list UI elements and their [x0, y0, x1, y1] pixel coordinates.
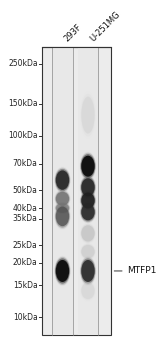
- Ellipse shape: [54, 189, 71, 208]
- Ellipse shape: [81, 97, 95, 134]
- Ellipse shape: [81, 177, 95, 198]
- Ellipse shape: [55, 202, 70, 214]
- Ellipse shape: [80, 152, 96, 181]
- Text: U-251MG: U-251MG: [88, 9, 122, 43]
- Text: 293F: 293F: [62, 22, 83, 43]
- Ellipse shape: [55, 168, 70, 193]
- Text: MTFP1: MTFP1: [114, 266, 157, 275]
- Ellipse shape: [80, 175, 96, 200]
- Ellipse shape: [80, 190, 96, 211]
- Ellipse shape: [80, 222, 96, 245]
- FancyBboxPatch shape: [42, 47, 111, 335]
- Ellipse shape: [56, 206, 69, 226]
- Text: 100kDa: 100kDa: [8, 131, 38, 140]
- Ellipse shape: [56, 260, 69, 282]
- Ellipse shape: [80, 176, 96, 199]
- Ellipse shape: [80, 90, 96, 141]
- Ellipse shape: [55, 190, 70, 208]
- Text: 25kDa: 25kDa: [13, 240, 38, 250]
- Text: 150kDa: 150kDa: [8, 99, 38, 108]
- Text: 70kDa: 70kDa: [13, 159, 38, 168]
- Ellipse shape: [80, 189, 96, 212]
- Text: 250kDa: 250kDa: [8, 59, 38, 68]
- Text: 35kDa: 35kDa: [13, 214, 38, 223]
- Ellipse shape: [81, 204, 95, 220]
- Text: 50kDa: 50kDa: [13, 186, 38, 195]
- Ellipse shape: [81, 258, 95, 284]
- Ellipse shape: [80, 202, 96, 223]
- FancyBboxPatch shape: [52, 47, 73, 335]
- Ellipse shape: [81, 225, 95, 242]
- Ellipse shape: [55, 258, 70, 284]
- Ellipse shape: [56, 203, 69, 213]
- Ellipse shape: [81, 94, 95, 136]
- Ellipse shape: [54, 203, 71, 230]
- FancyBboxPatch shape: [78, 47, 98, 335]
- Ellipse shape: [80, 243, 96, 260]
- Ellipse shape: [55, 204, 70, 229]
- Ellipse shape: [55, 257, 70, 285]
- Ellipse shape: [81, 260, 95, 282]
- Ellipse shape: [81, 224, 95, 243]
- Text: 10kDa: 10kDa: [13, 313, 38, 322]
- Ellipse shape: [54, 201, 71, 215]
- Ellipse shape: [80, 153, 96, 180]
- Ellipse shape: [55, 169, 70, 191]
- Ellipse shape: [80, 279, 96, 302]
- Ellipse shape: [56, 170, 69, 190]
- Text: 40kDa: 40kDa: [13, 203, 38, 212]
- Ellipse shape: [80, 201, 96, 224]
- Ellipse shape: [81, 282, 95, 299]
- Ellipse shape: [56, 192, 69, 206]
- Ellipse shape: [81, 281, 95, 301]
- Ellipse shape: [54, 167, 71, 194]
- Ellipse shape: [81, 178, 95, 196]
- Ellipse shape: [80, 242, 96, 261]
- Ellipse shape: [81, 191, 95, 210]
- Ellipse shape: [81, 154, 95, 178]
- Ellipse shape: [55, 191, 70, 207]
- Ellipse shape: [81, 156, 95, 177]
- Ellipse shape: [54, 256, 71, 286]
- Text: 20kDa: 20kDa: [13, 258, 38, 267]
- Ellipse shape: [81, 193, 95, 209]
- Text: 15kDa: 15kDa: [13, 281, 38, 290]
- Ellipse shape: [81, 244, 95, 260]
- Ellipse shape: [81, 245, 95, 259]
- Ellipse shape: [80, 257, 96, 285]
- Ellipse shape: [80, 91, 96, 139]
- Ellipse shape: [55, 202, 70, 214]
- Ellipse shape: [80, 256, 96, 286]
- Ellipse shape: [55, 205, 70, 228]
- Ellipse shape: [80, 223, 96, 244]
- Ellipse shape: [81, 203, 95, 222]
- Ellipse shape: [80, 280, 96, 302]
